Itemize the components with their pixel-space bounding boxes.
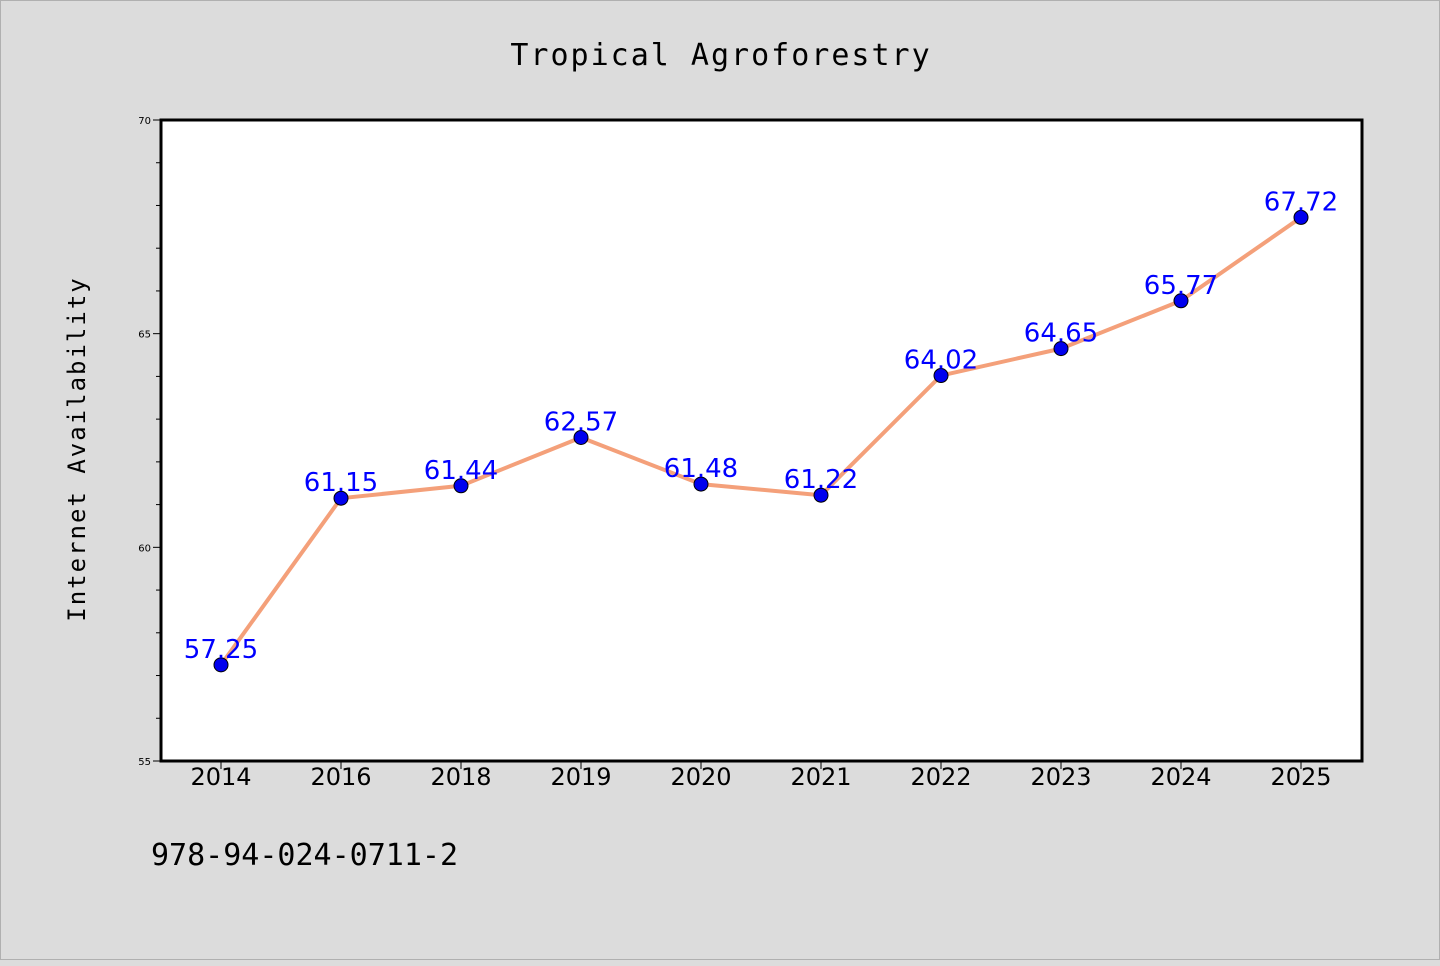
data-point-marker xyxy=(573,430,589,446)
x-tick-label: 2022 xyxy=(910,763,971,791)
data-value-label: 61.44 xyxy=(424,456,498,486)
data-value-label: 61.48 xyxy=(664,454,738,484)
x-tick-label: 2014 xyxy=(190,763,251,791)
y-tick-label: 70 xyxy=(138,116,151,127)
y-tick-label: 60 xyxy=(138,543,151,554)
x-tick-label: 2020 xyxy=(670,763,731,791)
data-labels: 57.25 61.15 61.44 62.57 61.48 61.22 64.02 64.65… xyxy=(184,187,1338,664)
data-point-marker xyxy=(933,368,949,384)
y-tick-label: 55 xyxy=(138,757,151,768)
plot-area xyxy=(159,118,1364,763)
data-point-marker xyxy=(213,657,229,673)
data-value-label: 64.02 xyxy=(904,346,978,376)
data-point-marker xyxy=(453,478,469,494)
x-tick-label: 2024 xyxy=(1150,763,1211,791)
x-tick-label: 2023 xyxy=(1030,763,1091,791)
x-tick-label: 2021 xyxy=(790,763,851,791)
data-point-marker xyxy=(1053,341,1069,357)
data-value-label: 62.57 xyxy=(544,408,618,438)
data-value-label: 67.72 xyxy=(1264,187,1338,217)
data-point-marker xyxy=(1173,293,1189,309)
data-point-marker xyxy=(1293,209,1309,225)
data-value-label: 65.77 xyxy=(1144,271,1218,301)
y-tick-label: 65 xyxy=(138,330,151,341)
x-tick-label: 2019 xyxy=(550,763,611,791)
data-point-marker xyxy=(333,490,349,506)
footer-isbn: 978-94-024-0711-2 xyxy=(151,838,458,873)
data-value-label: 61.15 xyxy=(304,468,378,498)
chart-title: Tropical Agroforestry xyxy=(510,38,931,73)
y-axis: 55 60 65 70 xyxy=(138,116,161,768)
data-point-marker xyxy=(813,487,829,503)
data-value-label: 64.65 xyxy=(1024,319,1098,349)
y-axis-label: Internet Availability xyxy=(63,276,91,621)
data-point-marker xyxy=(693,476,709,492)
x-axis: 2014 2016 2018 2019 2020 2021 2022 2023 2024 2025 xyxy=(190,761,1332,791)
x-tick-label: 2018 xyxy=(430,763,491,791)
series-polyline xyxy=(219,215,1303,667)
data-value-label: 61.22 xyxy=(784,465,858,495)
x-tick-label: 2025 xyxy=(1270,763,1331,791)
data-value-label: 57.25 xyxy=(184,635,258,665)
series-line xyxy=(213,209,1309,673)
x-tick-label: 2016 xyxy=(310,763,371,791)
